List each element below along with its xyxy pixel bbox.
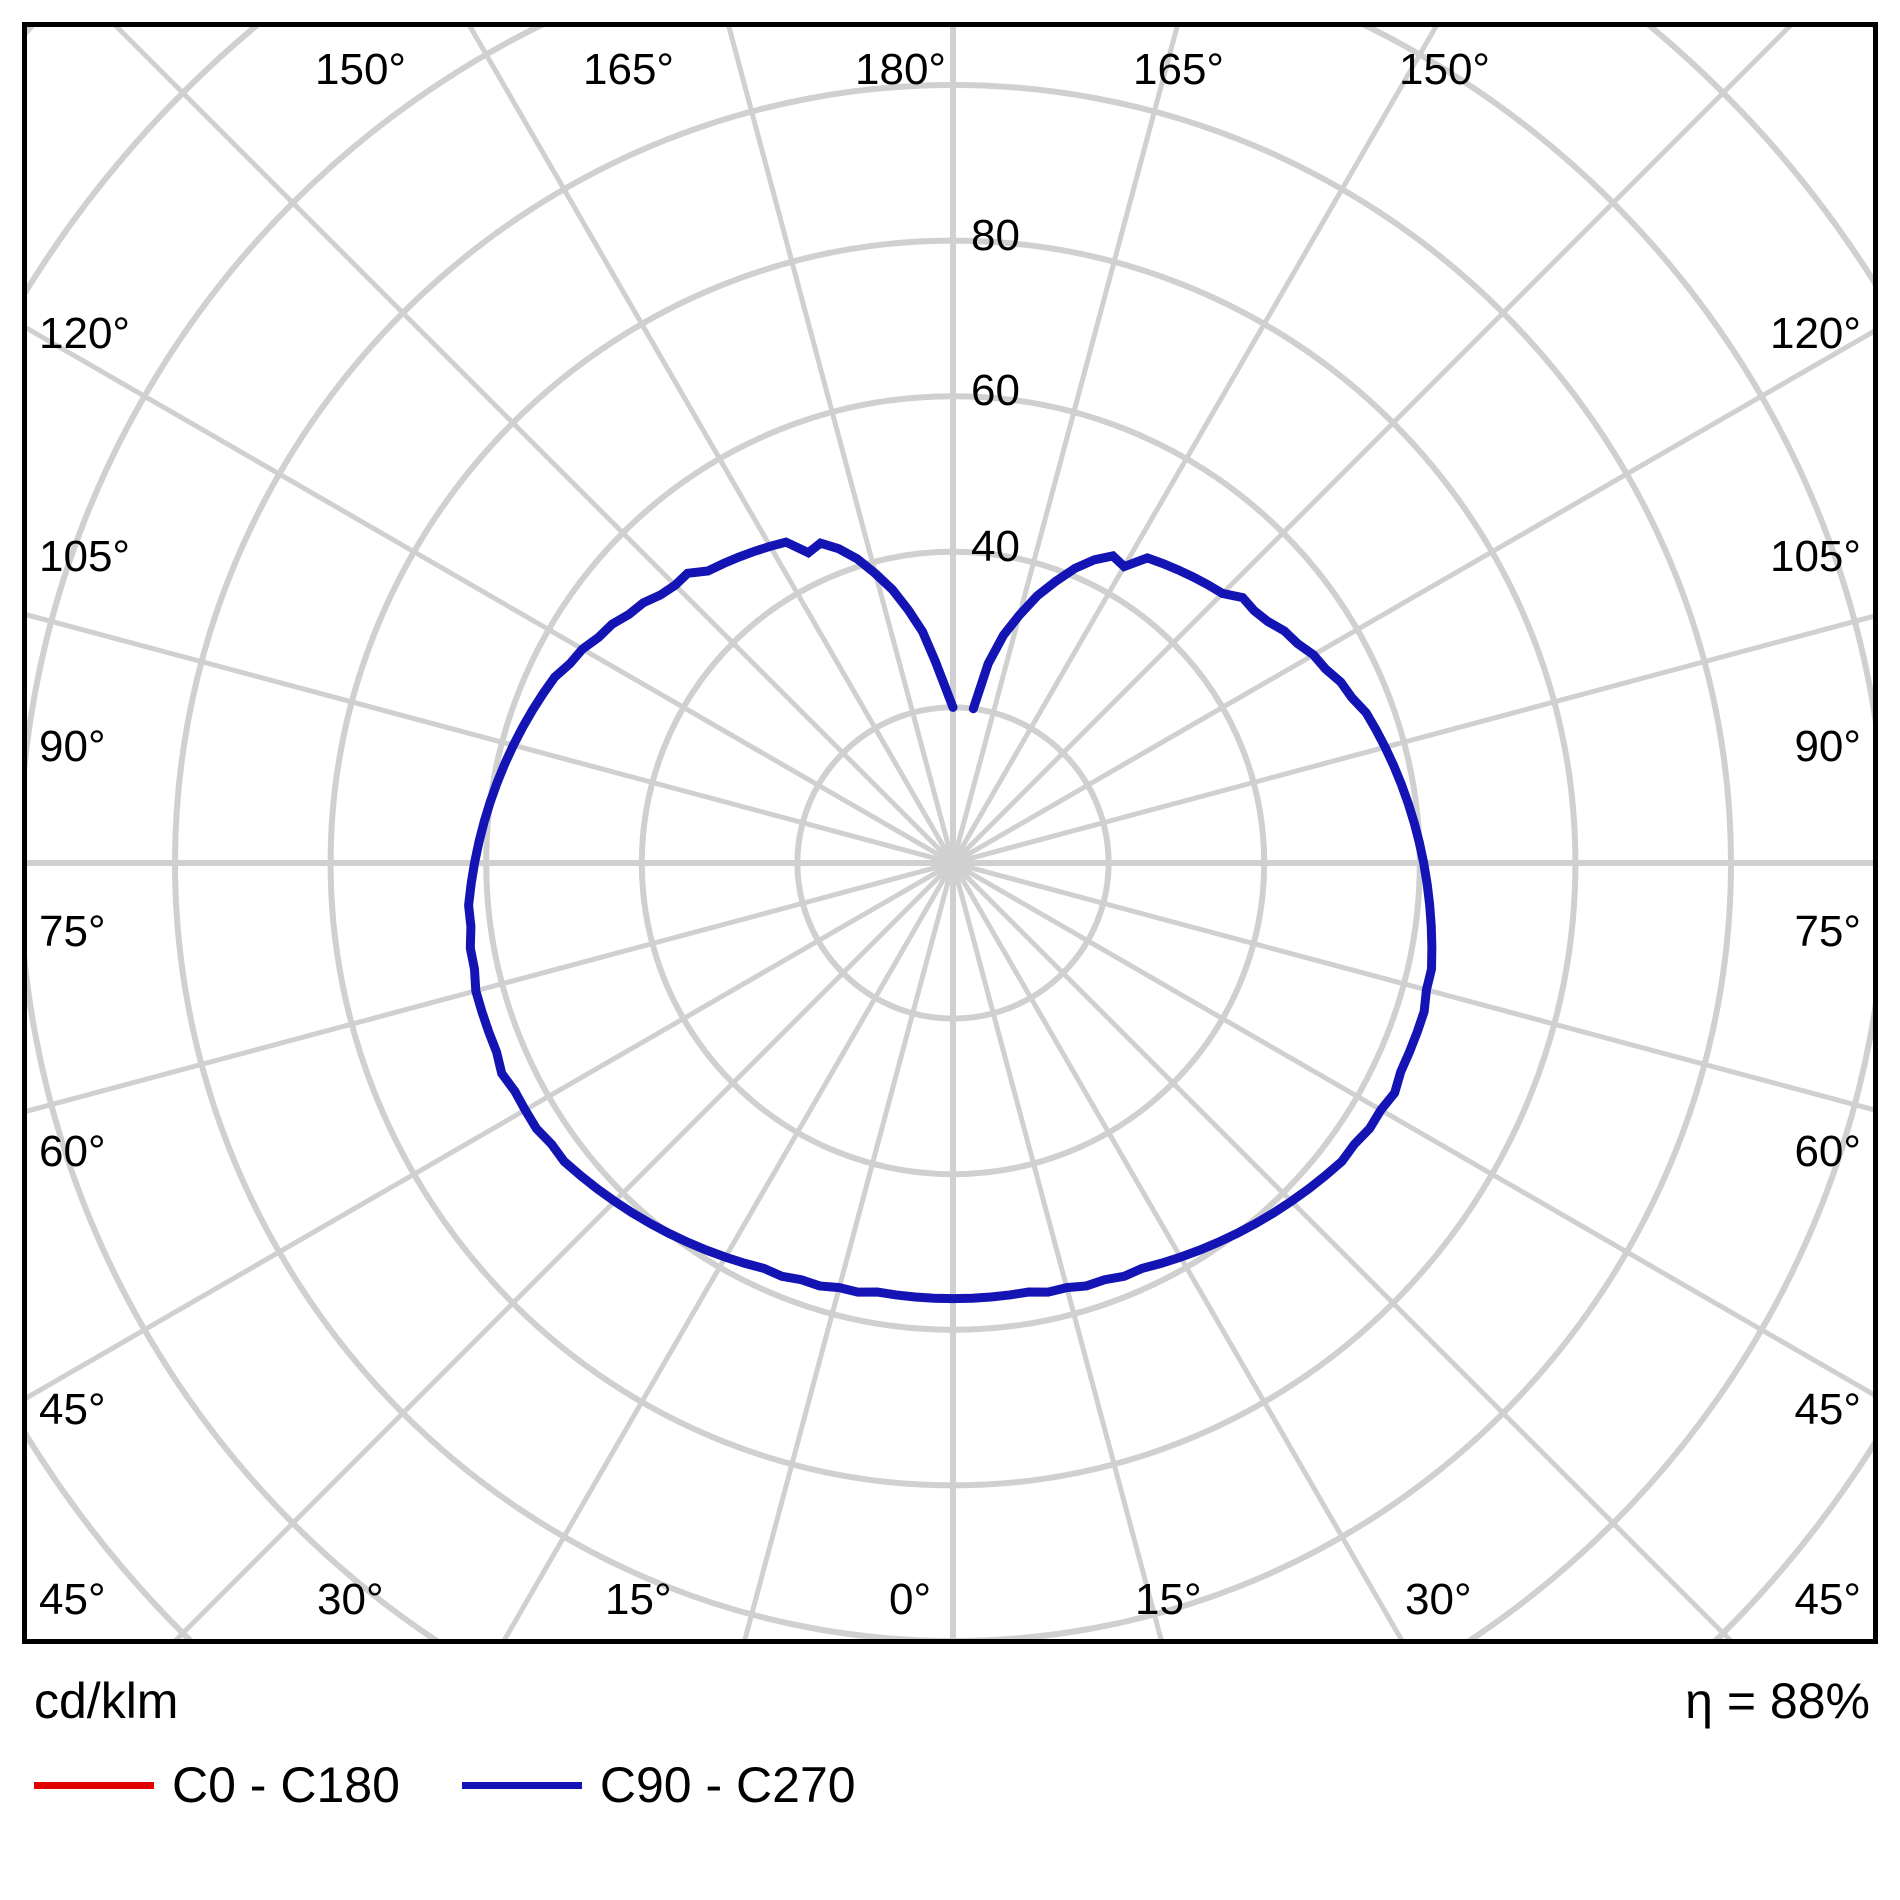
angle-label-bottom-30-left: 30° [317, 1575, 384, 1624]
legend-swatch-c90-c270 [461, 1781, 582, 1789]
angle-label-right-90: 90° [1794, 722, 1861, 771]
angle-label-bottom-0: 0° [889, 1575, 932, 1624]
angle-label-right-105: 105° [1769, 532, 1861, 581]
angle-label-right-45: 45° [1794, 1385, 1861, 1434]
angle-label-left-105: 105° [39, 532, 131, 581]
angle-label-bottom-15-left: 15° [605, 1575, 672, 1624]
legend-item-c90-c270: C90 - C270 [461, 1756, 856, 1814]
angle-label-bottom-15-right: 15° [1135, 1575, 1202, 1624]
legend-label-c90-c270: C90 - C270 [599, 1757, 856, 1813]
angle-label-left-75: 75° [39, 907, 106, 956]
legend-item-c0-c180: C0 - C180 [34, 1756, 400, 1814]
legend: C0 - C180 C90 - C270 [34, 1756, 918, 1814]
radial-tick-40: 40 [971, 521, 1020, 571]
angle-label-bottom-45-left: 45° [39, 1575, 106, 1624]
angle-label-left-45: 45° [39, 1385, 106, 1434]
radial-tick-60: 60 [971, 366, 1020, 416]
angle-label-bottom-45-right: 45° [1794, 1575, 1861, 1624]
angle-label-right-75: 75° [1794, 907, 1861, 956]
angle-label-bottom-30-right: 30° [1405, 1575, 1472, 1624]
angle-label-top-165-right: 165° [1133, 45, 1225, 94]
plot-frame: 80 60 40 150° 165° 180° 165° 150° 120° 1… [22, 22, 1878, 1644]
angle-label-right-120: 120° [1769, 309, 1861, 358]
angle-label-right-60: 60° [1794, 1127, 1861, 1176]
radial-tick-80: 80 [971, 210, 1020, 260]
angle-label-left-60: 60° [39, 1127, 106, 1176]
efficiency-label: η = 88% [1685, 1673, 1870, 1729]
angle-label-top-180: 180° [855, 45, 947, 94]
legend-label-c0-c180: C0 - C180 [172, 1757, 400, 1813]
chart-footer: cd/klm η = 88% C0 - C180 C90 - C270 [0, 1660, 1900, 1900]
unit-label: cd/klm [34, 1673, 179, 1729]
angle-label-top-165-left: 165° [583, 45, 675, 94]
angle-label-top-150-left: 150° [315, 45, 407, 94]
angle-label-left-90: 90° [39, 722, 106, 771]
legend-swatch-c0-c180 [34, 1781, 154, 1789]
polar-plot [27, 27, 1873, 1639]
angle-label-top-150-right: 150° [1399, 45, 1491, 94]
angle-label-left-120: 120° [39, 309, 131, 358]
